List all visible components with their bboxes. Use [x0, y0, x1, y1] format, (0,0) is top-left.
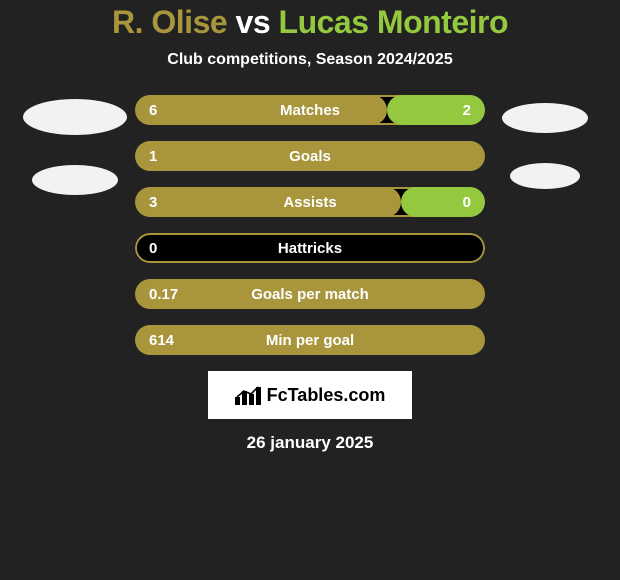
stat-row: Matches6 2 — [135, 95, 485, 125]
branding-badge: FcTables.com — [208, 371, 412, 419]
avatar-placeholder — [510, 163, 580, 189]
stat-bars: Matches62Goals1Assists30Hattricks0Goals … — [135, 95, 485, 355]
branding-text: FcTables.com — [267, 385, 386, 406]
stat-label: Goals per match — [135, 279, 485, 309]
stat-value-right: 2 — [463, 95, 471, 125]
stat-label: Assists — [135, 187, 485, 217]
avatar-placeholder — [502, 103, 588, 133]
stat-value-left: 3 — [149, 187, 157, 217]
chart-area: Matches62Goals1Assists30Hattricks0Goals … — [0, 95, 620, 355]
stat-value-left: 1 — [149, 141, 157, 171]
title-vs: vs — [227, 4, 278, 40]
stat-row: Assists3 0 — [135, 187, 485, 217]
stat-row: Goals1 — [135, 141, 485, 171]
page-title: R. Olise vs Lucas Monteiro — [112, 4, 508, 41]
stat-label: Hattricks — [135, 233, 485, 263]
stat-row: Min per goal614 — [135, 325, 485, 355]
right-avatar-column — [485, 95, 605, 189]
fctables-logo-icon — [235, 385, 263, 405]
player1-name: R. Olise — [112, 4, 227, 40]
stat-value-left: 0.17 — [149, 279, 178, 309]
stat-value-left: 0 — [149, 233, 157, 263]
player2-name: Lucas Monteiro — [279, 4, 508, 40]
date-label: 26 january 2025 — [247, 433, 374, 453]
stat-row: Hattricks0 — [135, 233, 485, 263]
stat-row: Goals per match0.17 — [135, 279, 485, 309]
comparison-infographic: R. Olise vs Lucas Monteiro Club competit… — [0, 0, 620, 580]
subtitle: Club competitions, Season 2024/2025 — [167, 51, 452, 69]
avatar-placeholder — [23, 99, 127, 135]
stat-label: Matches — [135, 95, 485, 125]
stat-label: Goals — [135, 141, 485, 171]
stat-value-left: 614 — [149, 325, 174, 355]
stat-label: Min per goal — [135, 325, 485, 355]
avatar-placeholder — [32, 165, 118, 195]
stat-value-right: 0 — [463, 187, 471, 217]
left-avatar-column — [15, 95, 135, 195]
stat-value-left: 6 — [149, 95, 157, 125]
